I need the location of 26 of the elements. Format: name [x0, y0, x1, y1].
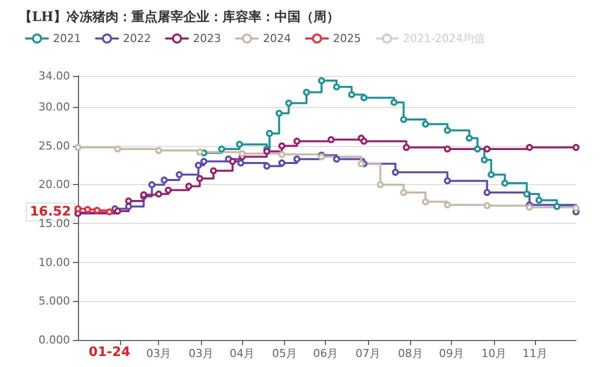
text: 01-24 [88, 345, 130, 360]
legend-label: 2021 [53, 32, 81, 45]
legend-label: 2023 [192, 32, 221, 45]
x-tick-label: 10月 [481, 347, 506, 360]
y-tick-label: 34.00 [38, 70, 70, 82]
x-tick-label: 09月 [439, 347, 464, 360]
y-tick-label: 0.000 [38, 334, 70, 346]
x-tick-label: 11月 [522, 347, 548, 360]
y-tick-label: 15.00 [38, 217, 70, 230]
x-tick-label: 03月 [188, 347, 214, 360]
x-tick-label: 07月 [356, 347, 381, 360]
legend-label: 2022 [122, 32, 151, 45]
y-tick-label: 25.00 [38, 139, 70, 152]
legend-label: 2025 [332, 32, 361, 45]
text: 16.52 [30, 204, 71, 220]
x-tick-label: 04月 [230, 347, 255, 360]
legend-label: 2024 [262, 32, 291, 45]
x-tick-label: 06月 [313, 347, 338, 360]
chart-title: 【LH】冷冻猪肉：重点屠宰企业：库容率：中国（周） [19, 9, 340, 25]
y-tick-label: 30.00 [38, 100, 70, 114]
y-tick-label: 5.000 [38, 294, 70, 308]
x-tick-label: 03月 [146, 347, 172, 360]
x-tick-label: 05月 [272, 347, 298, 360]
y-tick-label: 20.00 [38, 178, 70, 192]
x-tick-label: 08月 [398, 347, 423, 360]
y-tick-label: 10.00 [38, 256, 70, 269]
